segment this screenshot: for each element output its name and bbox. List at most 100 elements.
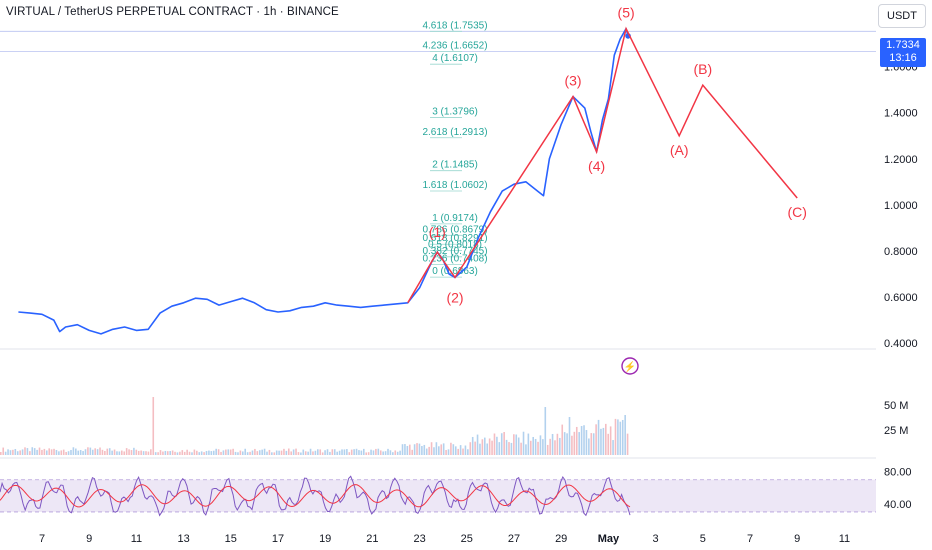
volume-bar	[520, 442, 522, 455]
volume-bar	[33, 448, 36, 455]
volume-bar	[256, 451, 259, 455]
volume-bar	[319, 449, 322, 455]
volume-bar	[621, 420, 624, 455]
volume-bar	[491, 440, 493, 455]
volume-bar	[273, 452, 276, 455]
volume-bar	[295, 448, 297, 455]
volume-bar	[128, 449, 130, 455]
wave-label: (1)	[429, 224, 446, 240]
volume-bar	[358, 450, 360, 455]
volume-bar	[529, 440, 532, 455]
wave-label: (4)	[588, 158, 605, 174]
volume-bar	[428, 446, 430, 455]
volume-bar	[534, 438, 537, 455]
volume-bar	[505, 439, 508, 455]
volume-bar	[91, 449, 94, 455]
volume-bar	[588, 438, 590, 455]
volume-bar	[258, 450, 261, 455]
time-axis-tick: 27	[508, 533, 520, 545]
volume-bar	[454, 446, 457, 455]
volume-bar	[583, 425, 585, 455]
time-axis-tick: May	[598, 533, 620, 545]
last-price-tag: 1.7334 13:16	[880, 38, 926, 67]
currency-button[interactable]: USDT	[878, 4, 926, 28]
volume-bar	[375, 448, 377, 455]
volume-bar	[67, 451, 70, 455]
time-axis-tick: 15	[225, 533, 237, 545]
volume-bar	[193, 449, 196, 455]
volume-bar	[329, 451, 331, 455]
wave-label: (A)	[670, 142, 689, 158]
volume-bar	[563, 432, 566, 455]
wave-label: (C)	[787, 204, 806, 220]
volume-bar	[285, 450, 288, 455]
volume-bar	[590, 433, 593, 455]
volume-bar	[280, 450, 283, 455]
volume-bar	[568, 417, 571, 455]
volume-bar	[26, 448, 29, 455]
volume-bar	[133, 447, 135, 455]
volume-bar	[515, 434, 518, 455]
volume-bar	[348, 452, 351, 455]
event-bolt-icon[interactable]	[621, 357, 639, 375]
rsi-band	[0, 479, 876, 512]
volume-bar	[55, 449, 58, 455]
volume-bar	[246, 452, 249, 455]
volume-bar	[469, 442, 472, 455]
volume-bar	[77, 450, 80, 455]
volume-bar	[176, 452, 179, 455]
volume-bar	[130, 450, 133, 455]
volume-bar	[312, 451, 314, 455]
volume-bar	[164, 450, 167, 455]
volume-bar	[249, 451, 251, 455]
volume-bar	[79, 449, 82, 455]
volume-bar	[62, 449, 65, 455]
volume-bar	[336, 451, 338, 455]
volume-bar	[418, 443, 421, 455]
volume-bar	[101, 449, 104, 455]
volume-bar	[21, 449, 24, 455]
volume-bar	[38, 447, 41, 455]
volume-bar	[174, 451, 176, 455]
price-axis-tick: 1.0000	[884, 200, 918, 212]
volume-bar	[70, 449, 72, 455]
volume-bar	[411, 449, 413, 455]
volume-bar	[527, 433, 530, 455]
volume-bar	[537, 441, 539, 455]
volume-bar	[447, 449, 450, 455]
volume-bar	[244, 448, 247, 455]
time-axis-tick: 19	[319, 533, 331, 545]
volume-bar	[571, 435, 573, 455]
volume-bar	[232, 448, 234, 455]
volume-bar	[500, 433, 503, 455]
volume-bar	[65, 451, 67, 455]
volume-bar	[290, 451, 292, 455]
volume-bar	[575, 426, 578, 455]
volume-bar	[597, 419, 600, 455]
volume-bar	[292, 449, 295, 455]
volume-bar	[488, 438, 491, 455]
time-axis-tick: 11	[839, 533, 850, 545]
volume-axis-tick: 25 M	[884, 425, 908, 437]
volume-bar	[333, 449, 336, 455]
volume-bar	[283, 448, 285, 455]
volume-bar	[229, 449, 232, 455]
volume-bar	[271, 452, 273, 455]
volume-bar	[440, 444, 443, 455]
volume-bar	[137, 450, 140, 455]
volume-bar	[222, 450, 225, 455]
fib-level-label: 4.618 (1.7535)	[422, 20, 487, 31]
time-axis-tick: 9	[794, 533, 800, 545]
volume-bar	[106, 448, 109, 455]
volume-bar	[600, 428, 602, 455]
volume-bar	[479, 443, 481, 455]
volume-bar	[16, 451, 19, 455]
volume-bar	[41, 449, 43, 455]
volume-bar	[60, 450, 63, 455]
volume-bar	[99, 447, 101, 455]
price-axis-tick: 1.2000	[884, 154, 918, 166]
volume-bar	[125, 448, 128, 455]
volume-bar	[4, 451, 7, 455]
bar-countdown: 13:16	[889, 52, 917, 64]
